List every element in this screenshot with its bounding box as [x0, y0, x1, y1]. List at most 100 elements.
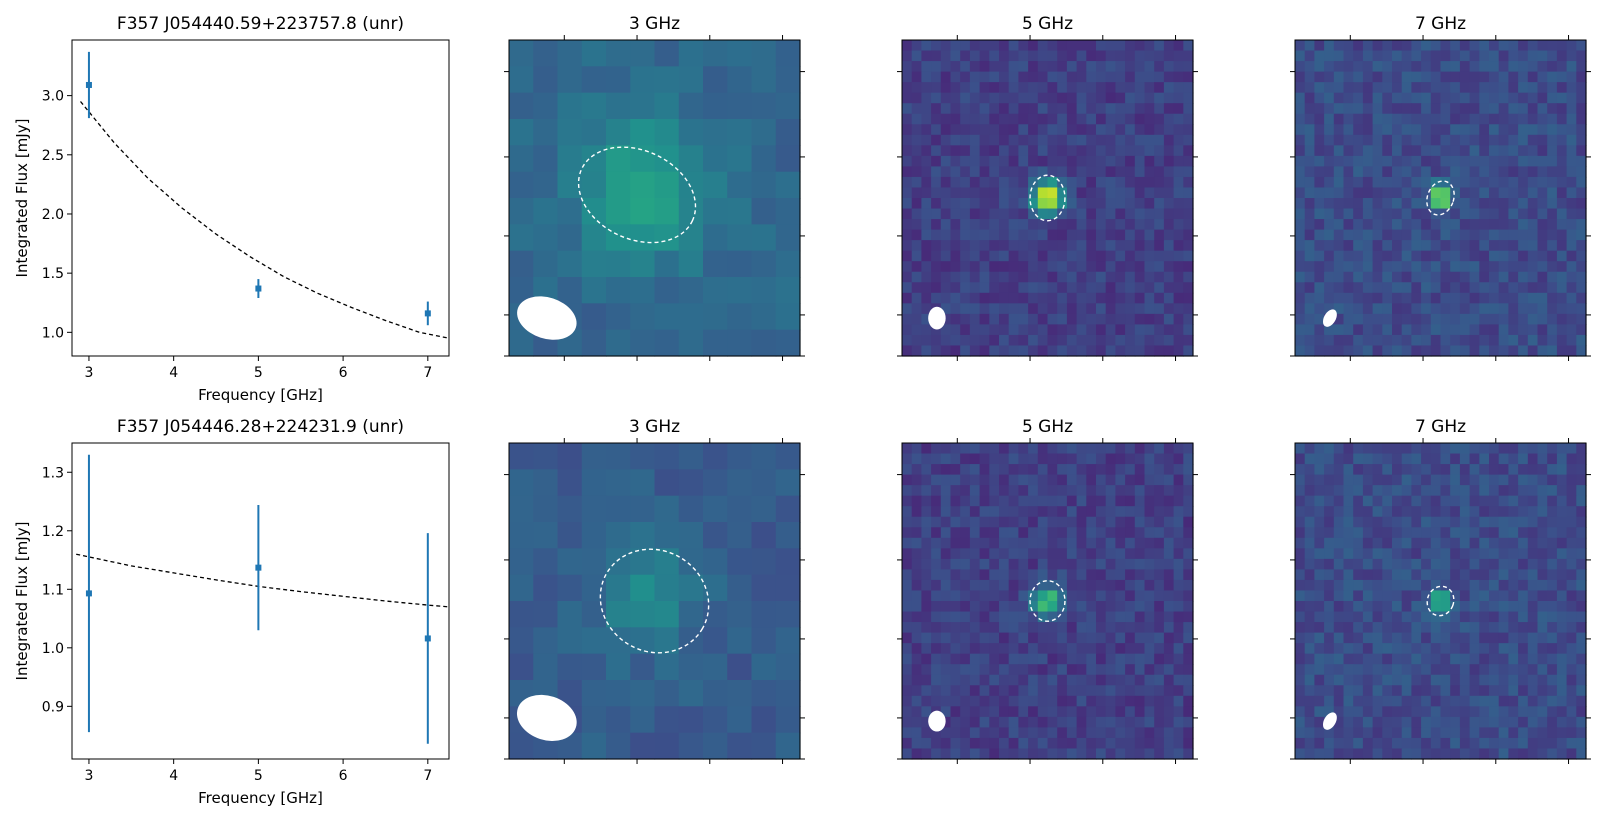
image-pixel: [1115, 61, 1126, 73]
image-pixel: [911, 569, 922, 581]
image-pixel: [1183, 113, 1194, 125]
image-pixel: [606, 303, 631, 331]
image-pixel: [921, 345, 932, 357]
image-pixel: [1115, 632, 1126, 644]
image-pixel: [1392, 313, 1403, 325]
image-pixel: [999, 334, 1010, 347]
image-pixel: [921, 548, 932, 560]
image-pixel: [902, 134, 913, 146]
image-pixel: [1076, 622, 1087, 634]
image-pixel: [1154, 727, 1165, 739]
image-pixel: [1421, 569, 1432, 581]
image-pixel: [969, 506, 981, 518]
image-pixel: [1304, 685, 1315, 697]
image-pixel: [1450, 124, 1461, 136]
image-pixel: [654, 40, 680, 67]
image-pixel: [1411, 443, 1422, 455]
image-pixel: [1382, 664, 1393, 676]
image-pixel: [999, 464, 1010, 476]
image-pixel: [921, 485, 932, 497]
image-pixel: [940, 155, 952, 167]
image-pixel: [921, 590, 932, 602]
image-pixel: [940, 71, 952, 83]
image-pixel: [1527, 155, 1539, 167]
image-pixel: [911, 40, 922, 52]
image-pixel: [1173, 674, 1184, 686]
image-pixel: [1115, 674, 1126, 686]
image-pixel: [1479, 748, 1490, 760]
image-pixel: [1469, 324, 1480, 336]
image-pixel: [1173, 590, 1184, 602]
image-pixel: [1105, 516, 1116, 528]
image-pixel: [1459, 748, 1471, 760]
image-pixel: [1144, 506, 1155, 518]
image-pixel: [1401, 474, 1412, 486]
image-pixel: [1382, 271, 1393, 283]
image-pixel: [1115, 548, 1126, 560]
image-pixel: [1324, 334, 1335, 347]
image-pixel: [751, 601, 777, 628]
image-pixel: [1527, 198, 1539, 210]
image-pixel: [1450, 579, 1461, 592]
image-pixel: [1508, 92, 1519, 104]
image-pixel: [1304, 643, 1315, 655]
image-pixel: [999, 61, 1010, 73]
image-pixel: [1134, 124, 1146, 136]
image-pixel: [1392, 632, 1403, 644]
image-pixel: [1115, 145, 1126, 157]
image-pixel: [1450, 229, 1461, 241]
image-pixel: [1183, 653, 1194, 665]
image-pixel: [1479, 303, 1490, 315]
image-pixel: [931, 71, 942, 83]
image-pixel: [911, 643, 922, 655]
image-pixel: [1362, 453, 1374, 465]
image-pixel: [1057, 176, 1068, 189]
image-pixel: [1134, 548, 1146, 560]
image-pixel: [1304, 601, 1315, 613]
image-pixel: [1343, 198, 1354, 210]
image-pixel: [979, 240, 990, 252]
image-pixel: [1096, 674, 1107, 686]
image-pixel: [1343, 558, 1354, 570]
image-pixel: [1508, 653, 1519, 665]
image-pixel: [1537, 590, 1548, 602]
image-pixel: [1421, 261, 1432, 273]
image-pixel: [1183, 706, 1194, 718]
image-pixel: [1057, 695, 1068, 707]
image-pixel: [1163, 695, 1175, 707]
image-pixel: [1392, 271, 1403, 283]
image-pixel: [1382, 474, 1393, 486]
image-pixel: [1527, 601, 1539, 613]
image-pixel: [1508, 527, 1519, 539]
image-pixel: [1037, 261, 1049, 273]
image-pixel: [775, 329, 801, 357]
image-pixel: [1469, 706, 1480, 718]
image-pixel: [960, 303, 971, 315]
image-pixel: [1479, 61, 1490, 73]
image-pixel: [1382, 706, 1393, 718]
image-pixel: [979, 50, 990, 62]
image-pixel: [1304, 313, 1315, 325]
image-pixel: [1008, 324, 1019, 336]
image-pixel: [1556, 643, 1568, 655]
image-pixel: [1018, 569, 1029, 581]
image-pixel: [1304, 632, 1315, 644]
image-pixel: [911, 453, 922, 465]
image-pixel: [1096, 748, 1107, 760]
image-pixel: [1314, 474, 1325, 486]
image-pixel: [1057, 716, 1068, 728]
image-pixel: [931, 82, 942, 94]
image-pixel: [1047, 198, 1058, 210]
image-pixel: [1125, 506, 1136, 518]
image-pixel: [1115, 229, 1126, 241]
image-pixel: [1105, 176, 1116, 189]
image-pixel: [969, 495, 981, 507]
image-pixel: [1401, 313, 1412, 325]
panel-ticks: [504, 438, 805, 764]
image-pixel: [979, 187, 990, 199]
image-pixel: [1547, 61, 1558, 73]
image-pixel: [1154, 569, 1165, 581]
image-pixel: [950, 443, 961, 455]
image-pixel: [1372, 537, 1383, 549]
